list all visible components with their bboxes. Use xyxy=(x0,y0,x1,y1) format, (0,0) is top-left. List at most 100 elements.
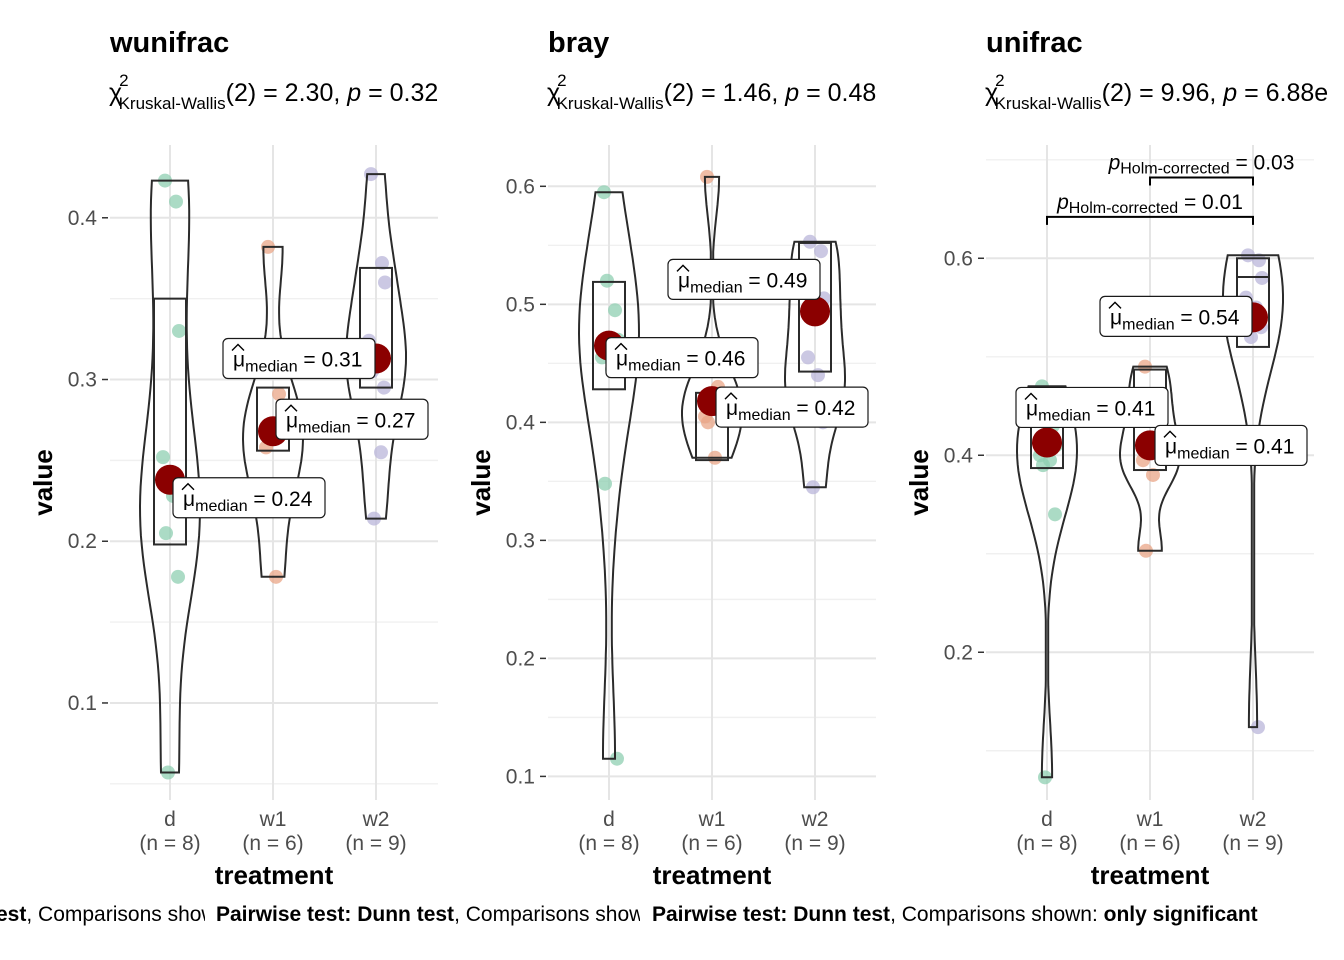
y-tick-label: 0.6 xyxy=(506,175,535,198)
y-tick-label: 0.1 xyxy=(506,765,535,788)
y-tick-label: 0.2 xyxy=(68,530,97,553)
data-point xyxy=(610,751,624,766)
kruskal-subtitle: χ2 Kruskal-Wallis(2) = 2.30, p = 0.32 xyxy=(109,71,438,113)
svg-text:μmedian = 0.42: μmedian = 0.42 xyxy=(726,397,855,424)
median-point xyxy=(1032,427,1062,458)
x-tick-label: w2 xyxy=(1239,808,1267,831)
panel-title: bray xyxy=(548,27,609,59)
data-point xyxy=(171,569,185,584)
svg-text:μmedian = 0.31: μmedian = 0.31 xyxy=(233,348,362,375)
svg-text:Pairwise test: Dunn test, Comp: Pairwise test: Dunn test, Comparisons sh… xyxy=(216,903,822,926)
data-point xyxy=(378,275,392,290)
significance-bracket: pHolm-corrected = 0.03 xyxy=(1108,152,1295,186)
data-point xyxy=(701,415,715,430)
kruskal-subtitle: χ2 Kruskal-Wallis(2) = 9.96, p = 6.88e xyxy=(985,71,1328,113)
svg-text:μmedian = 0.41: μmedian = 0.41 xyxy=(1165,435,1294,462)
x-tick-label: d xyxy=(603,808,615,831)
x-tick-n-label: (n = 9) xyxy=(784,832,845,855)
data-point xyxy=(814,244,828,259)
x-tick-label: d xyxy=(164,808,176,831)
kruskal-subtitle: χ2 Kruskal-Wallis(2) = 1.46, p = 0.48 xyxy=(547,71,876,113)
y-tick-label: 0.2 xyxy=(506,647,535,670)
y-tick-label: 0.4 xyxy=(68,207,98,230)
box xyxy=(359,266,393,389)
box xyxy=(798,241,832,373)
data-point xyxy=(801,350,815,365)
x-tick-n-label: (n = 8) xyxy=(139,832,200,855)
data-point xyxy=(608,303,622,318)
panel-title: wunifrac xyxy=(109,27,229,59)
svg-text:pHolm-corrected = 0.01: pHolm-corrected = 0.01 xyxy=(1056,191,1243,217)
captions: est, Comparisons shown: only significant… xyxy=(0,903,1258,926)
box xyxy=(592,280,626,391)
data-point xyxy=(374,445,388,460)
x-tick-label: w1 xyxy=(259,808,287,831)
x-axis-title: treatment xyxy=(1091,860,1210,890)
data-point xyxy=(172,323,186,338)
caption-unifrac: Pairwise test: Dunn test, Comparisons sh… xyxy=(652,903,1258,926)
y-tick-label: 0.6 xyxy=(944,247,973,270)
data-point xyxy=(600,273,614,288)
panel-unifrac: unifrac χ2 Kruskal-Wallis(2) = 9.96, p = 6… xyxy=(904,27,1328,890)
svg-text:μmedian = 0.41: μmedian = 0.41 xyxy=(1026,397,1155,424)
panel-bray: bray χ2 Kruskal-Wallis(2) = 1.46, p = 0.48… xyxy=(466,27,876,890)
significance-bracket: pHolm-corrected = 0.01 xyxy=(1046,191,1254,225)
violin xyxy=(138,179,202,774)
x-tick-label: w1 xyxy=(1136,808,1164,831)
caption-wunifrac: est, Comparisons shown: only significant xyxy=(0,903,394,926)
x-tick-label: d xyxy=(1041,808,1053,831)
data-point xyxy=(272,387,286,402)
violin xyxy=(577,191,641,760)
svg-text:μmedian = 0.46: μmedian = 0.46 xyxy=(616,348,745,375)
y-tick-label: 0.3 xyxy=(68,369,97,392)
violin xyxy=(1222,254,1284,729)
svg-text:μmedian = 0.49: μmedian = 0.49 xyxy=(678,269,807,296)
data-point xyxy=(598,476,612,491)
data-point xyxy=(169,194,183,209)
panel-title: unifrac xyxy=(986,27,1083,59)
y-tick-label: 0.4 xyxy=(944,444,974,467)
y-axis-title: value xyxy=(28,449,58,516)
box xyxy=(153,297,187,546)
x-tick-n-label: (n = 9) xyxy=(1222,832,1283,855)
x-tick-n-label: (n = 8) xyxy=(1016,832,1077,855)
x-axis-title: treatment xyxy=(215,860,334,890)
data-point xyxy=(375,256,389,271)
caption-bray: Pairwise test: Dunn test, Comparisons sh… xyxy=(216,903,822,926)
median-label-w1: μmedian = 0.42 xyxy=(715,386,869,428)
violin xyxy=(1119,365,1181,552)
median-label-w2: μmedian = 0.49 xyxy=(667,258,821,301)
median-label-d: μmedian = 0.41 xyxy=(1015,386,1169,429)
x-tick-n-label: (n = 6) xyxy=(242,832,303,855)
data-point xyxy=(1036,458,1050,473)
median-point xyxy=(800,296,830,327)
svg-text:μmedian = 0.24: μmedian = 0.24 xyxy=(183,488,313,515)
x-tick-n-label: (n = 6) xyxy=(1119,832,1180,855)
y-axis-title: value xyxy=(466,449,496,516)
svg-text:pHolm-corrected = 0.03: pHolm-corrected = 0.03 xyxy=(1108,152,1295,178)
svg-text:est, Comparisons shown: only s: est, Comparisons shown: only significant xyxy=(0,903,394,926)
y-tick-label: 0.5 xyxy=(506,293,535,316)
median-label-d: μmedian = 0.46 xyxy=(605,337,759,379)
panel-wunifrac: wunifrac χ2 Kruskal-Wallis(2) = 2.30, p = … xyxy=(28,27,438,890)
violin xyxy=(241,245,305,578)
svg-text:Pairwise test: Dunn test, Comp: Pairwise test: Dunn test, Comparisons sh… xyxy=(652,903,1258,926)
data-point xyxy=(156,450,170,465)
x-axis-title: treatment xyxy=(653,860,772,890)
median-label-d: μmedian = 0.24 xyxy=(172,477,326,519)
data-point xyxy=(1252,253,1266,268)
y-tick-label: 0.1 xyxy=(68,692,97,715)
x-tick-label: w1 xyxy=(698,808,726,831)
x-tick-n-label: (n = 8) xyxy=(578,832,639,855)
x-tick-label: w2 xyxy=(801,808,829,831)
svg-text:μmedian = 0.27: μmedian = 0.27 xyxy=(286,409,415,436)
y-tick-label: 0.2 xyxy=(944,641,973,664)
x-tick-label: w2 xyxy=(362,808,390,831)
median-label-w1: μmedian = 0.27 xyxy=(275,398,429,440)
y-tick-label: 0.4 xyxy=(506,411,536,434)
violin xyxy=(1015,385,1079,779)
